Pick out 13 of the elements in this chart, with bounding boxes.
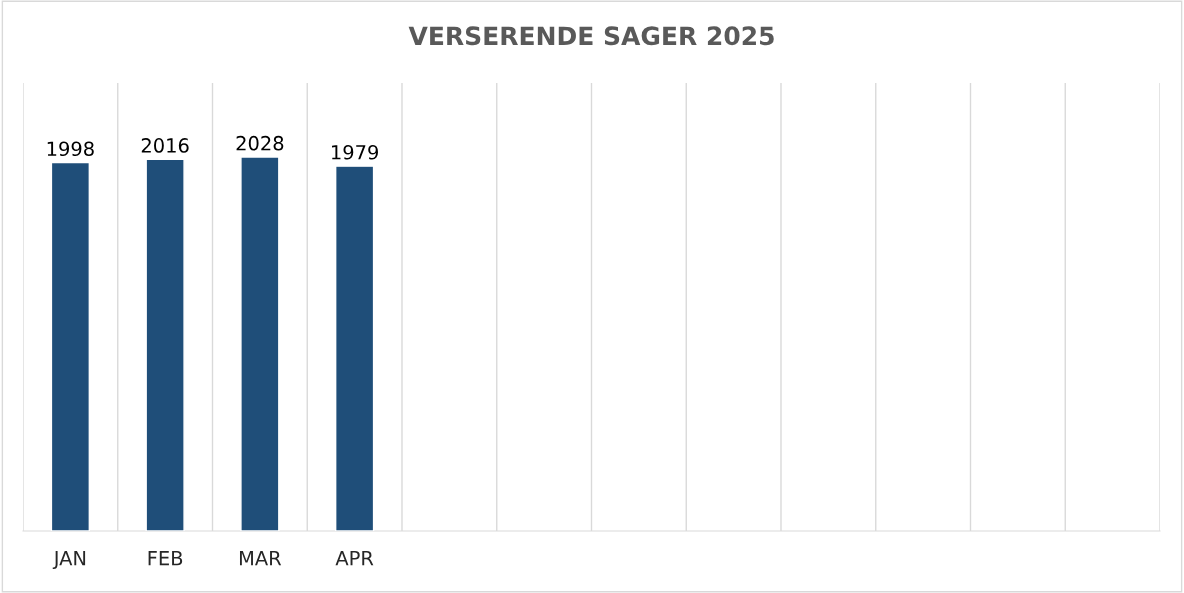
chart-title: VERSERENDE SAGER 2025 [408,26,774,46]
data-label: 2016 [141,138,189,153]
bar [334,165,375,531]
data-label: 1998 [47,141,94,157]
x-tick-label: FEB [148,551,183,566]
bar [50,161,91,531]
bar [240,156,280,531]
x-tick-label: JAN [52,551,86,570]
x-tick-label: APR [335,551,374,566]
data-label: 1979 [332,144,378,160]
bar [145,158,185,531]
data-label: 2028 [236,135,284,151]
x-tick-label: MAR [239,551,282,566]
